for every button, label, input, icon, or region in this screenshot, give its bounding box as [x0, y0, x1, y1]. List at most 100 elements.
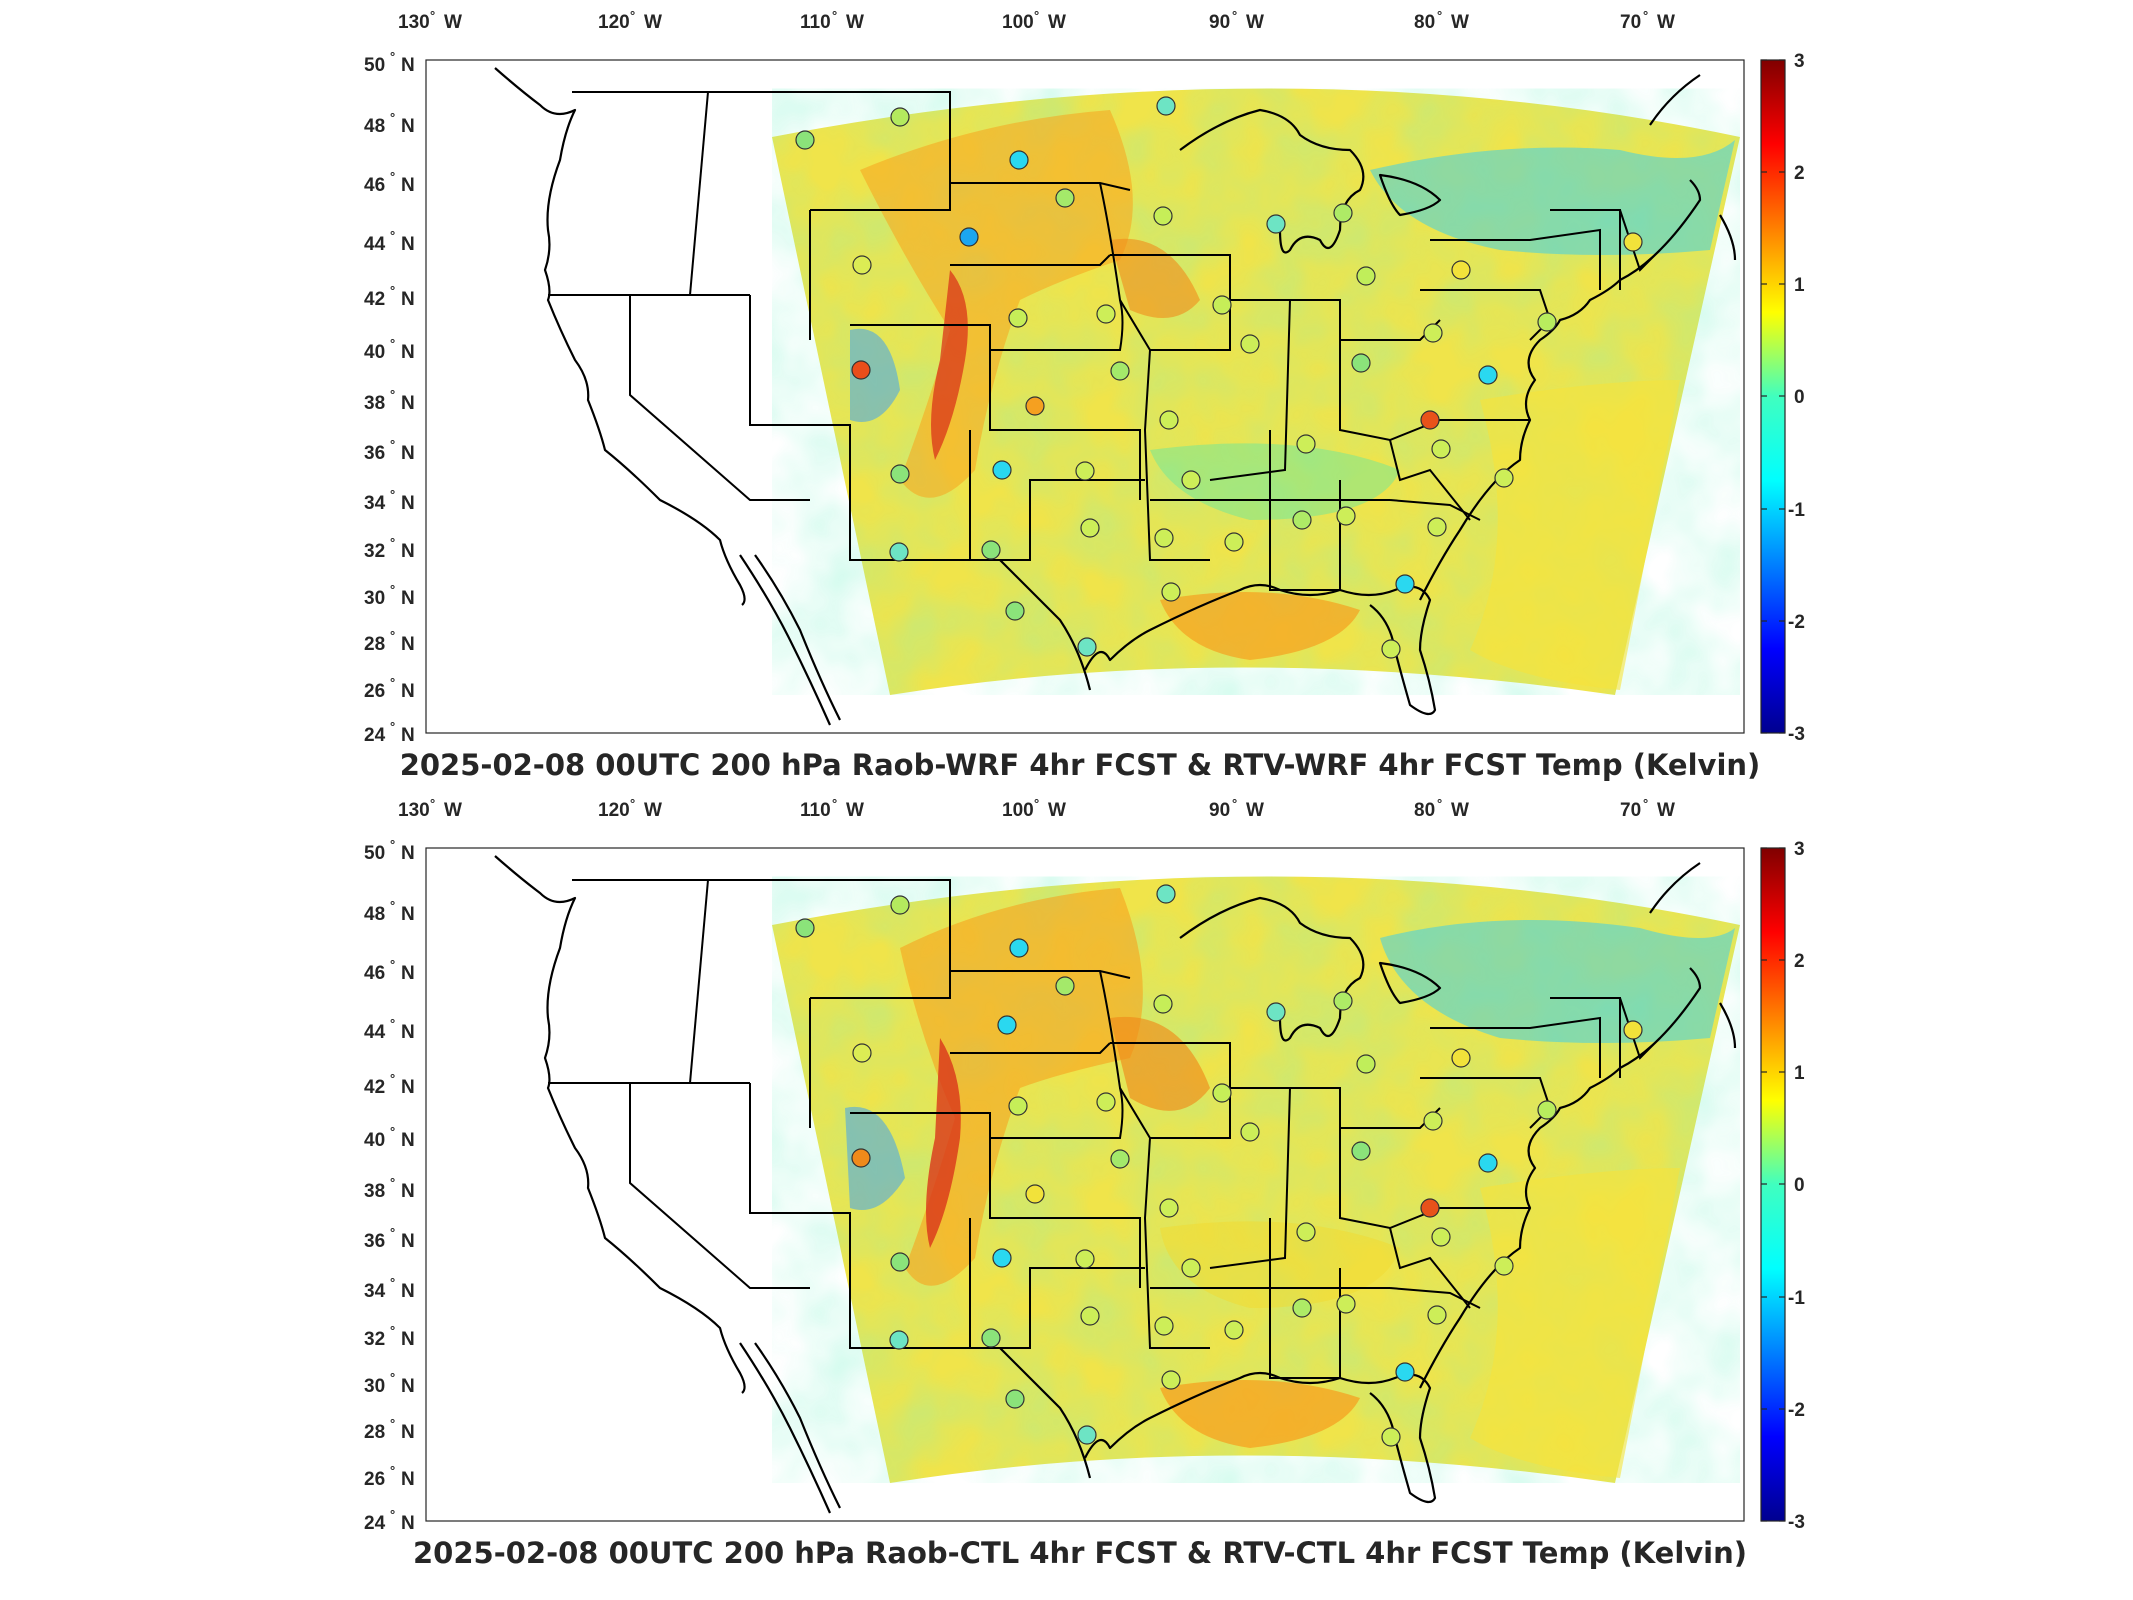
- colorbar-tick: -2: [1788, 1400, 1805, 1421]
- svg-text:°: °: [390, 336, 395, 351]
- svg-text:°: °: [390, 1016, 395, 1031]
- svg-text:N: N: [401, 1181, 415, 1202]
- svg-text:N: N: [401, 175, 415, 196]
- colorbar-tick: 0: [1794, 387, 1805, 408]
- panel-1: 130 120 110 100 90 80 70 ° W ° W ° W ° W ° W …: [364, 8, 1805, 782]
- svg-text:N: N: [401, 1231, 415, 1252]
- lat-tick-labels: 50 48 46 44 42 40 38 36 34 32 30 28 26 2…: [364, 843, 386, 1534]
- svg-text:°: °: [390, 628, 395, 643]
- svg-text:N: N: [401, 393, 415, 414]
- svg-text:N: N: [401, 904, 415, 925]
- svg-text:°: °: [390, 1323, 395, 1338]
- lon-tick-labels: 130 120 110 100 90 80 70: [398, 800, 1641, 821]
- svg-text:°: °: [390, 1463, 395, 1478]
- svg-text:°: °: [390, 228, 395, 243]
- svg-text:N: N: [401, 1376, 415, 1397]
- svg-text:°: °: [1643, 8, 1648, 23]
- svg-text:32: 32: [364, 1329, 385, 1350]
- svg-text:44: 44: [364, 1022, 386, 1043]
- svg-text:°: °: [390, 487, 395, 502]
- lat-tick-suffix: ° N ° N ° N ° N ° N ° N ° N ° N ° N ° N ° N ° N ° N °…: [390, 837, 415, 1534]
- lon-tick-suffix: ° W ° W ° W ° W ° W ° W ° W: [430, 796, 1675, 821]
- svg-text:N: N: [401, 1469, 415, 1490]
- svg-text:°: °: [1232, 796, 1237, 811]
- svg-text:°: °: [1437, 8, 1442, 23]
- svg-text:W: W: [1246, 12, 1264, 33]
- svg-text:°: °: [390, 387, 395, 402]
- svg-text:46: 46: [364, 963, 385, 984]
- temperature-difference-field: [772, 88, 1740, 695]
- svg-text:°: °: [390, 110, 395, 125]
- svg-text:W: W: [846, 800, 864, 821]
- svg-text:°: °: [832, 8, 837, 23]
- svg-text:36: 36: [364, 1231, 385, 1252]
- svg-text:N: N: [401, 443, 415, 464]
- svg-text:N: N: [401, 541, 415, 562]
- map-axes-box: [425, 59, 1745, 734]
- lon-tick: 110: [800, 800, 831, 821]
- lon-tick-labels: 130 120 110 100 90 80 70: [398, 12, 1641, 33]
- svg-text:40: 40: [364, 1130, 385, 1151]
- colorbar-tick: -1: [1788, 500, 1805, 521]
- svg-text:50: 50: [364, 55, 385, 76]
- svg-text:46: 46: [364, 175, 385, 196]
- lon-tick: 130: [398, 12, 430, 33]
- svg-text:44: 44: [364, 234, 386, 255]
- svg-text:W: W: [1048, 12, 1066, 33]
- lat-tick-labels: 50 48 46 44 42 40 38 36 34 32 30 28 26 2…: [364, 55, 386, 746]
- svg-text:28: 28: [364, 1422, 385, 1443]
- svg-text:N: N: [401, 588, 415, 609]
- svg-text:W: W: [1451, 800, 1469, 821]
- svg-text:42: 42: [364, 1077, 385, 1098]
- svg-text:°: °: [390, 1175, 395, 1190]
- lon-tick: 80: [1414, 800, 1435, 821]
- svg-text:W: W: [1657, 800, 1675, 821]
- svg-text:N: N: [401, 963, 415, 984]
- lon-tick: 120: [598, 800, 630, 821]
- svg-text:°: °: [390, 169, 395, 184]
- colorbar-tick: 2: [1794, 951, 1805, 972]
- svg-text:38: 38: [364, 1181, 385, 1202]
- lon-tick: 130: [398, 800, 430, 821]
- colorbar-tick: 3: [1794, 51, 1805, 72]
- lon-tick: 70: [1620, 12, 1641, 33]
- svg-text:°: °: [1034, 796, 1039, 811]
- svg-text:°: °: [430, 8, 435, 23]
- svg-text:°: °: [390, 49, 395, 64]
- colorbar-tick: 1: [1794, 275, 1805, 296]
- svg-text:N: N: [401, 681, 415, 702]
- lat-tick-suffix: ° N ° N ° N ° N ° N ° N ° N ° N ° N ° N ° N ° N ° N °…: [390, 49, 415, 746]
- svg-text:N: N: [401, 634, 415, 655]
- svg-text:°: °: [630, 796, 635, 811]
- raob-stations: [795, 884, 1643, 1447]
- svg-text:W: W: [1657, 12, 1675, 33]
- svg-text:°: °: [630, 8, 635, 23]
- svg-text:W: W: [444, 12, 462, 33]
- svg-text:°: °: [390, 1507, 395, 1522]
- svg-text:N: N: [401, 1022, 415, 1043]
- svg-text:W: W: [1048, 800, 1066, 821]
- svg-text:N: N: [401, 493, 415, 514]
- lon-tick: 120: [598, 12, 630, 33]
- svg-text:W: W: [644, 800, 662, 821]
- svg-text:°: °: [390, 1071, 395, 1086]
- colorbar-tick: -1: [1788, 1288, 1805, 1309]
- svg-text:°: °: [390, 582, 395, 597]
- svg-text:°: °: [390, 535, 395, 550]
- svg-text:°: °: [390, 957, 395, 972]
- svg-text:48: 48: [364, 904, 385, 925]
- colorbar-tick: -3: [1788, 1512, 1805, 1533]
- lon-tick: 90: [1209, 12, 1230, 33]
- lon-tick: 110: [800, 12, 831, 33]
- panel-2: 130 120 110 100 90 80 70 ° W ° W ° W ° W ° W …: [364, 796, 1805, 1570]
- svg-text:N: N: [401, 234, 415, 255]
- svg-text:°: °: [390, 1416, 395, 1431]
- lon-tick-suffix: ° W ° W ° W ° W ° W ° W ° W: [430, 8, 1675, 33]
- svg-text:30: 30: [364, 1376, 385, 1397]
- svg-text:24: 24: [364, 1513, 386, 1534]
- svg-text:42: 42: [364, 289, 385, 310]
- svg-text:N: N: [401, 843, 415, 864]
- svg-text:40: 40: [364, 342, 385, 363]
- raob-stations: [795, 96, 1643, 659]
